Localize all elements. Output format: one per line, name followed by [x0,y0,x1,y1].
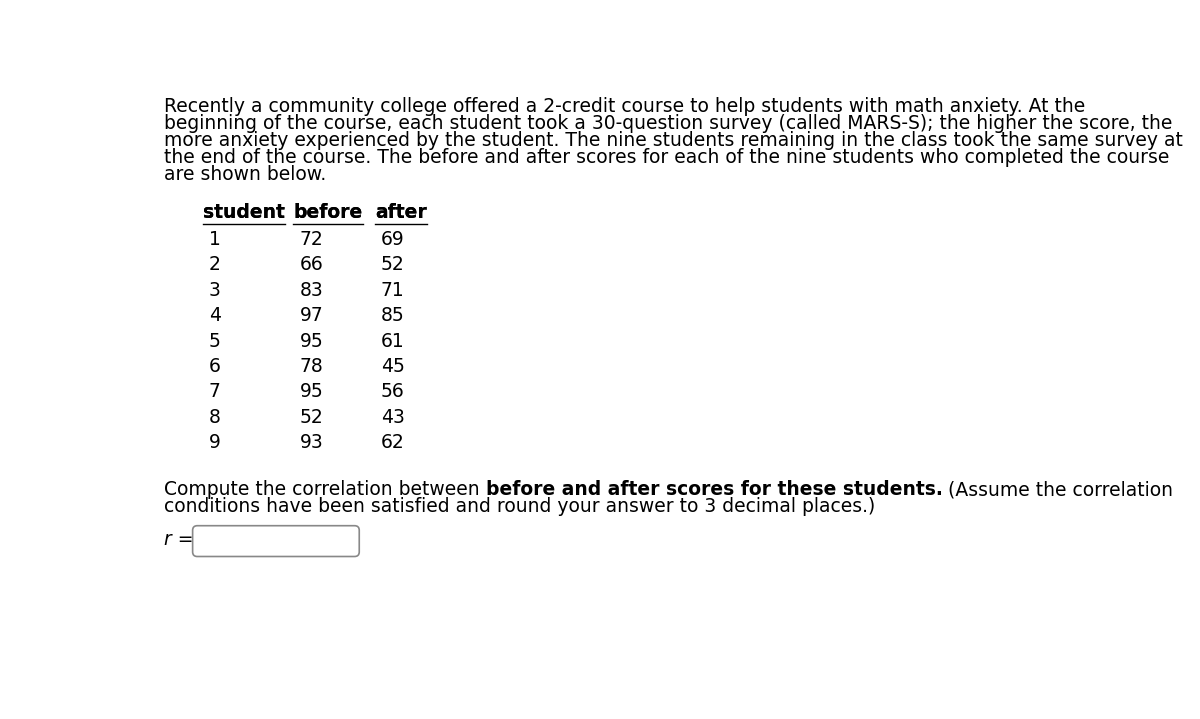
Text: 8: 8 [209,408,221,427]
Text: 95: 95 [300,331,323,351]
Text: (Assume the correlation: (Assume the correlation [942,480,1174,499]
FancyBboxPatch shape [193,526,359,557]
Text: 4: 4 [209,306,221,325]
Text: 78: 78 [300,357,323,376]
Text: r =: r = [164,530,193,549]
Text: 61: 61 [380,331,404,351]
Text: before and after scores for these students.: before and after scores for these studen… [486,480,942,499]
Text: 1: 1 [209,230,221,249]
Text: 6: 6 [209,357,221,376]
Text: before: before [293,203,362,222]
Text: after: after [374,203,426,222]
Text: 62: 62 [380,434,404,452]
Text: beginning of the course, each student took a 30-question survey (called MARS-S);: beginning of the course, each student to… [164,114,1172,133]
Text: 9: 9 [209,434,221,452]
Text: the end of the course. The before and after scores for each of the nine students: the end of the course. The before and af… [164,148,1169,167]
Text: 56: 56 [380,383,404,401]
Text: student: student [203,203,284,222]
Text: 52: 52 [380,255,404,275]
Text: 72: 72 [300,230,323,249]
Text: are shown below.: are shown below. [164,165,326,184]
Text: 85: 85 [380,306,404,325]
Text: 5: 5 [209,331,221,351]
Text: 7: 7 [209,383,221,401]
Text: 93: 93 [300,434,323,452]
Text: conditions have been satisfied and round your answer to 3 decimal places.): conditions have been satisfied and round… [164,498,875,516]
Text: 2: 2 [209,255,221,275]
Text: 52: 52 [300,408,323,427]
Text: 3: 3 [209,281,221,300]
Text: student: student [203,203,284,222]
Text: 43: 43 [380,408,404,427]
Text: 71: 71 [380,281,404,300]
Text: Compute the correlation between: Compute the correlation between [164,480,486,499]
Text: before: before [293,203,362,222]
Text: 45: 45 [380,357,404,376]
Text: 95: 95 [300,383,323,401]
Text: 66: 66 [300,255,323,275]
Text: 69: 69 [380,230,404,249]
Text: more anxiety experienced by the student. The nine students remaining in the clas: more anxiety experienced by the student.… [164,131,1183,150]
Text: 83: 83 [300,281,323,300]
Text: 97: 97 [300,306,323,325]
Text: Recently a community college offered a 2-credit course to help students with mat: Recently a community college offered a 2… [164,97,1085,116]
Text: after: after [374,203,426,222]
